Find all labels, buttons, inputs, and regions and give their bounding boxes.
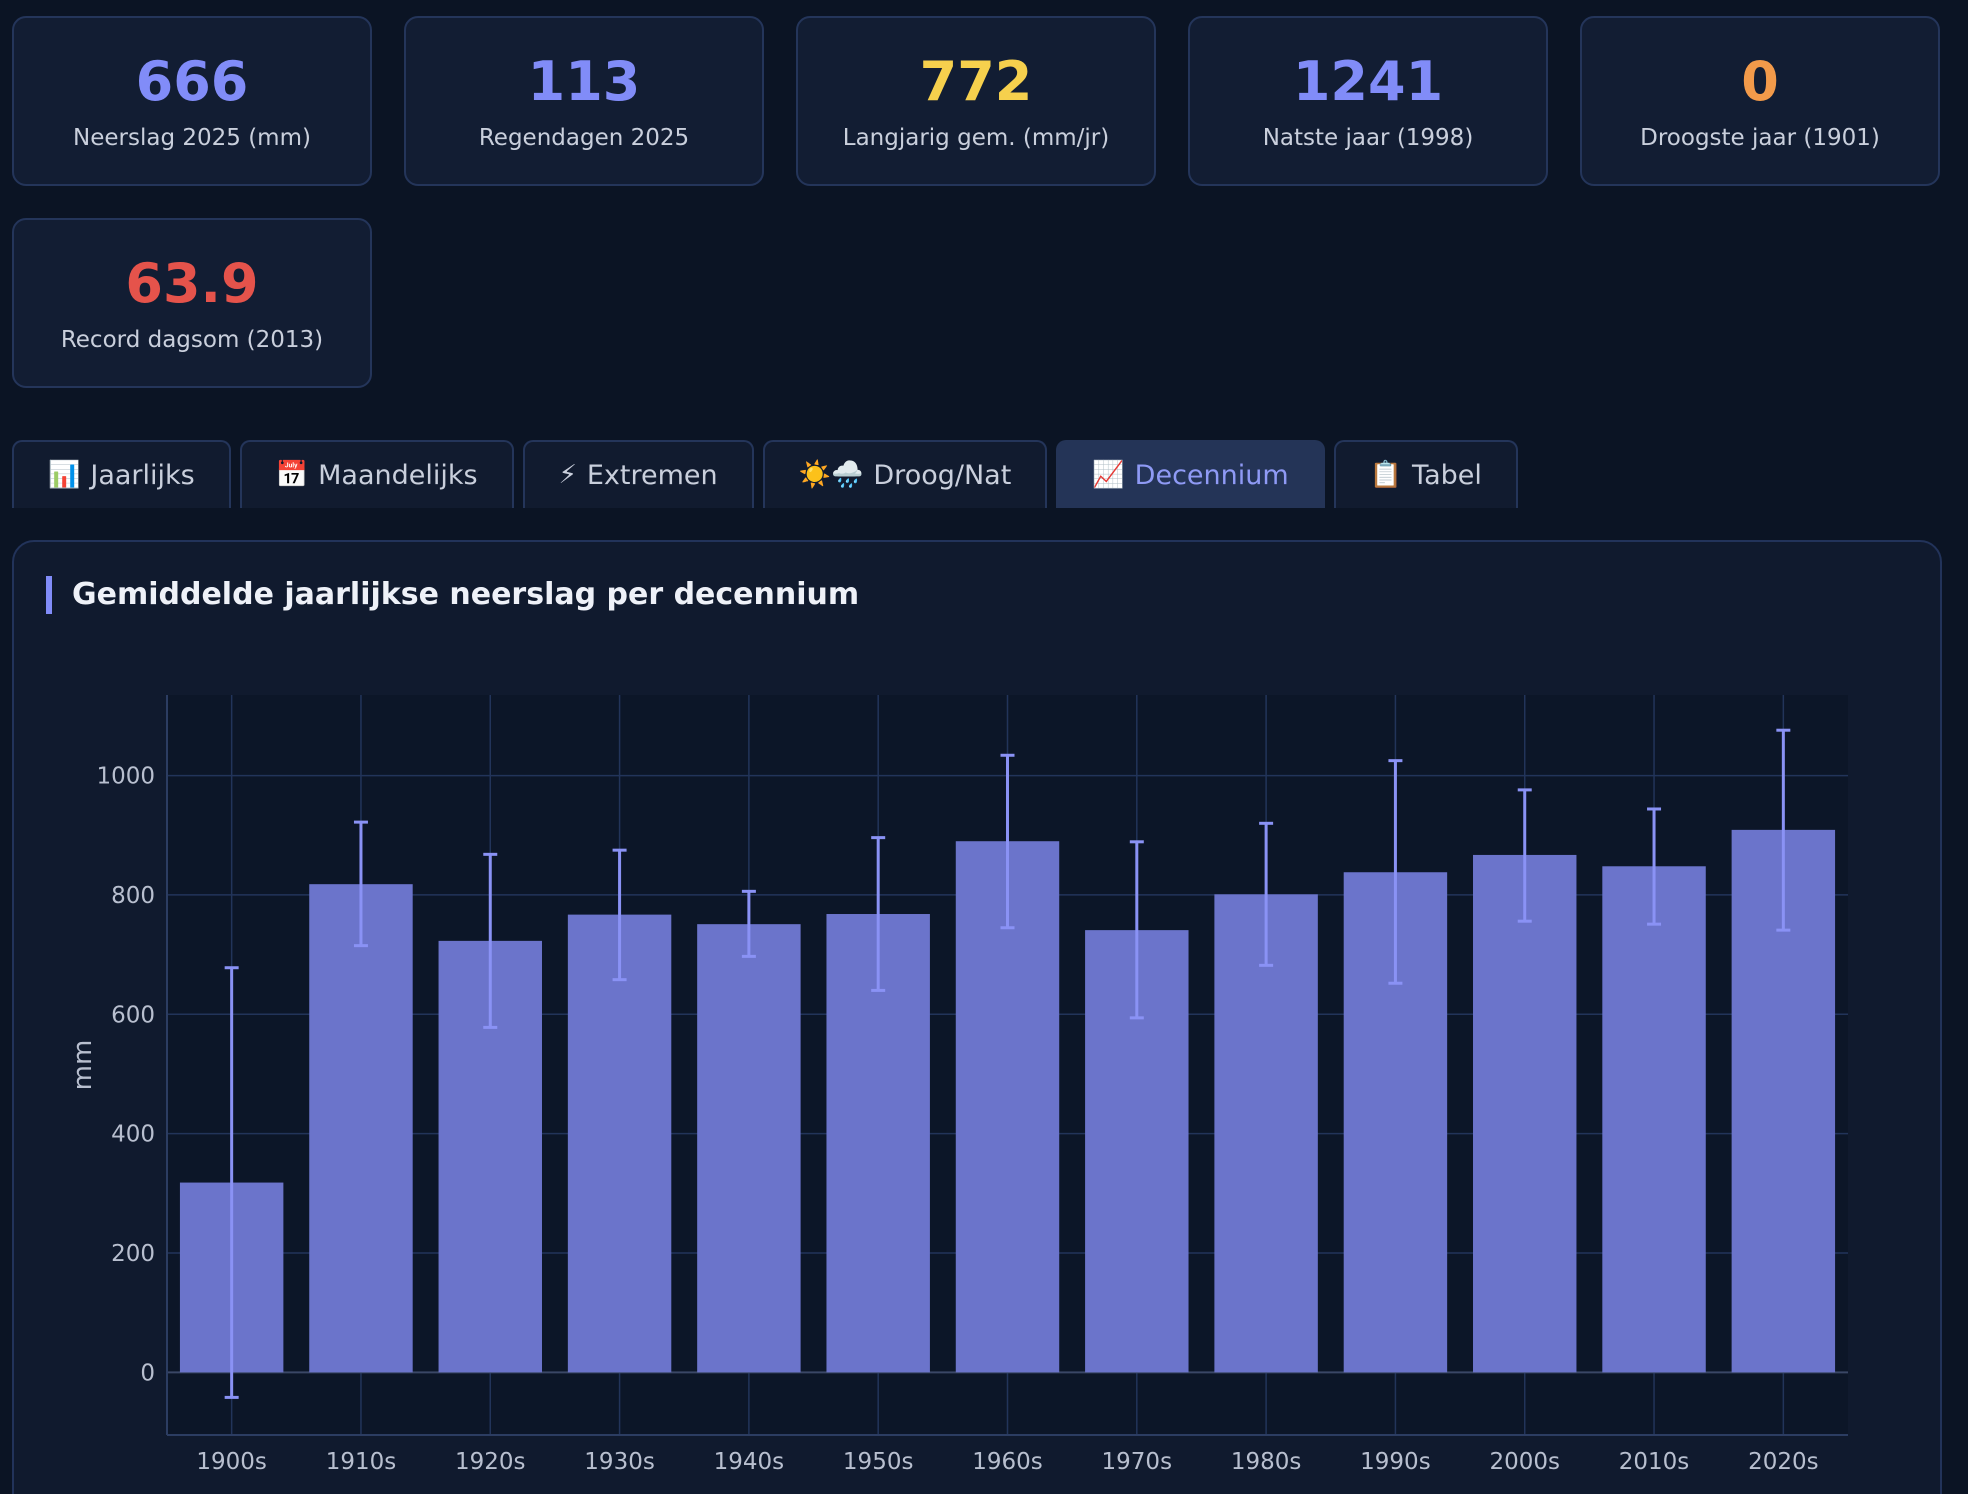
x-tick-label: 1990s	[1360, 1449, 1431, 1475]
stat-card-regendagen-2025: 113 Regendagen 2025	[404, 16, 764, 186]
x-tick-label: 1900s	[196, 1449, 267, 1475]
tab-label: Jaarlijks	[90, 459, 195, 491]
x-tick-label: 1940s	[714, 1449, 785, 1475]
stat-value: 113	[527, 50, 641, 113]
tab-maandelijks[interactable]: 📅 Maandelijks	[239, 440, 514, 508]
x-tick-label: 1950s	[843, 1449, 914, 1475]
x-tick-label: 1960s	[972, 1449, 1043, 1475]
y-tick-label: 1000	[96, 764, 155, 790]
stat-card-langjarig-gemiddelde: 772 Langjarig gem. (mm/jr)	[796, 16, 1156, 186]
tab-extremen[interactable]: ⚡ Extremen	[522, 440, 754, 508]
tab-label: Tabel	[1412, 459, 1482, 491]
calendar-icon: 📅	[275, 460, 309, 490]
bar-1940s	[697, 924, 801, 1373]
y-tick-label: 400	[111, 1122, 155, 1148]
y-tick-label: 600	[111, 1002, 155, 1028]
tab-bar: 📊 Jaarlijks 📅 Maandelijks ⚡ Extremen ☀️🌧…	[12, 440, 1518, 508]
stat-card-neerslag-2025: 666 Neerslag 2025 (mm)	[12, 16, 372, 186]
stat-label: Neerslag 2025 (mm)	[73, 125, 311, 151]
x-tick-label: 1930s	[584, 1449, 655, 1475]
tab-jaarlijks[interactable]: 📊 Jaarlijks	[12, 440, 231, 508]
lightning-icon: ⚡	[558, 460, 577, 490]
bar-chart-icon: 📊	[48, 460, 81, 490]
panel-title: Gemiddelde jaarlijkse neerslag per decen…	[46, 576, 859, 614]
bar-1910s	[309, 884, 413, 1373]
x-tick-label: 2000s	[1489, 1449, 1560, 1475]
y-axis-label: mm	[68, 1040, 98, 1091]
tab-label: Droog/Nat	[873, 459, 1012, 491]
bar-2010s	[1602, 866, 1706, 1373]
clipboard-icon: 📋	[1369, 460, 1403, 490]
x-tick-label: 1980s	[1231, 1449, 1302, 1475]
tab-decennium[interactable]: 📈 Decennium	[1056, 440, 1325, 508]
x-tick-label: 1970s	[1102, 1449, 1173, 1475]
stat-card-droogste-jaar: 0 Droogste jaar (1901)	[1580, 16, 1940, 186]
sun-rain-icon: ☀️🌧️	[798, 460, 864, 490]
stat-label: Regendagen 2025	[478, 125, 690, 151]
tab-label: Decennium	[1134, 459, 1289, 491]
stat-label: Record dagsom (2013)	[60, 327, 324, 353]
stat-card-record-dagsom: 63.9 Record dagsom (2013)	[12, 218, 372, 388]
stat-value: 63.9	[125, 252, 259, 315]
decade-bar-chart: 0 200 400 600 800 1000 1900s 1910s 1920s 1930s 194…	[68, 695, 1848, 1475]
tab-droog-nat[interactable]: ☀️🌧️ Droog/Nat	[762, 440, 1048, 508]
x-tick-label: 2010s	[1619, 1449, 1690, 1475]
x-tick-label: 2020s	[1748, 1449, 1819, 1475]
stat-card-natste-jaar: 1241 Natste jaar (1998)	[1188, 16, 1548, 186]
line-chart-icon: 📈	[1092, 460, 1125, 490]
x-tick-label: 1920s	[455, 1449, 526, 1475]
stat-value: 772	[919, 50, 1033, 113]
bar-1980s	[1214, 894, 1318, 1373]
tab-label: Maandelijks	[318, 459, 478, 491]
stat-value: 1241	[1292, 50, 1444, 113]
stat-label: Natste jaar (1998)	[1262, 125, 1474, 151]
stat-cards: 666 Neerslag 2025 (mm) 113 Regendagen 20…	[12, 16, 1942, 388]
stat-value: 0	[1741, 50, 1779, 113]
bar-2000s	[1473, 854, 1577, 1373]
bar-1960s	[955, 841, 1060, 1373]
tab-label: Extremen	[586, 459, 718, 491]
stat-value: 666	[135, 50, 249, 113]
y-tick-label: 0	[140, 1360, 155, 1386]
chart-panel: Gemiddelde jaarlijkse neerslag per decen…	[12, 540, 1942, 1494]
y-tick-label: 800	[111, 883, 155, 909]
tab-tabel[interactable]: 📋 Tabel	[1333, 440, 1518, 508]
bar-1930s	[567, 914, 672, 1373]
x-tick-label: 1910s	[326, 1449, 397, 1475]
stat-label: Langjarig gem. (mm/jr)	[842, 125, 1110, 151]
y-tick-label: 200	[111, 1241, 155, 1267]
stat-label: Droogste jaar (1901)	[1640, 125, 1880, 151]
